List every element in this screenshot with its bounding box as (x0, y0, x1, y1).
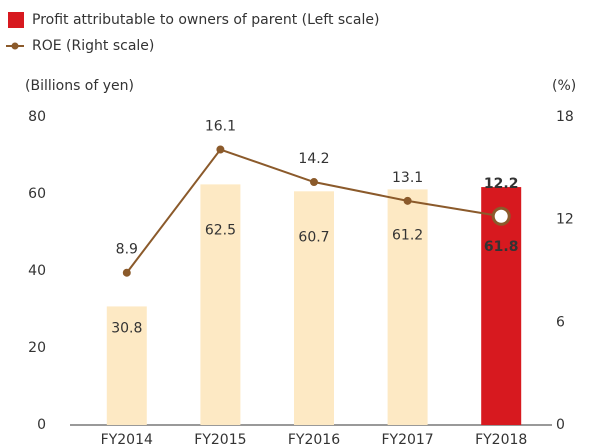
x-tick-label: FY2017 (381, 432, 433, 448)
x-tick-label: FY2016 (288, 432, 340, 448)
line-value-label: 8.9 (116, 242, 138, 258)
y2-tick-label: 12 (556, 212, 574, 228)
line-value-label: 16.1 (205, 119, 236, 135)
y2-tick-label: 6 (556, 314, 565, 330)
legend-marker (11, 42, 19, 50)
line-marker (216, 145, 225, 154)
legend-label: ROE (Right scale) (32, 38, 154, 54)
y2-tick-label: 18 (556, 109, 574, 125)
bar (387, 189, 428, 425)
bar-value-label: 61.8 (484, 239, 519, 255)
y-tick-label: 40 (28, 263, 46, 279)
y-axis-label: (Billions of yen) (25, 78, 134, 94)
line-marker (122, 268, 131, 277)
line-value-label: 14.2 (298, 151, 329, 167)
bar-value-label: 30.8 (111, 320, 142, 336)
y2-axis-label: (%) (552, 78, 576, 94)
x-tick-label: FY2015 (194, 432, 246, 448)
line-value-label: 12.2 (484, 176, 519, 192)
x-tick-label: FY2018 (475, 432, 527, 448)
bar (481, 187, 522, 425)
bar-value-label: 61.2 (392, 227, 423, 243)
line-value-label: 13.1 (392, 170, 423, 186)
bar-value-label: 62.5 (205, 222, 236, 238)
x-tick-label: FY2014 (101, 432, 153, 448)
line-marker (491, 206, 511, 226)
y-tick-label: 80 (28, 109, 46, 125)
y2-tick-label: 0 (556, 417, 565, 433)
bar (200, 184, 241, 425)
line-marker (403, 196, 412, 205)
line-marker (310, 178, 318, 187)
legend-label: Profit attributable to owners of parent … (32, 12, 379, 28)
y-tick-label: 0 (37, 417, 46, 433)
y-tick-label: 20 (28, 340, 46, 356)
bar (294, 191, 334, 425)
legend-swatch (8, 12, 24, 28)
bar-value-label: 60.7 (298, 229, 329, 245)
y-tick-label: 60 (28, 186, 46, 202)
bar (106, 306, 147, 425)
